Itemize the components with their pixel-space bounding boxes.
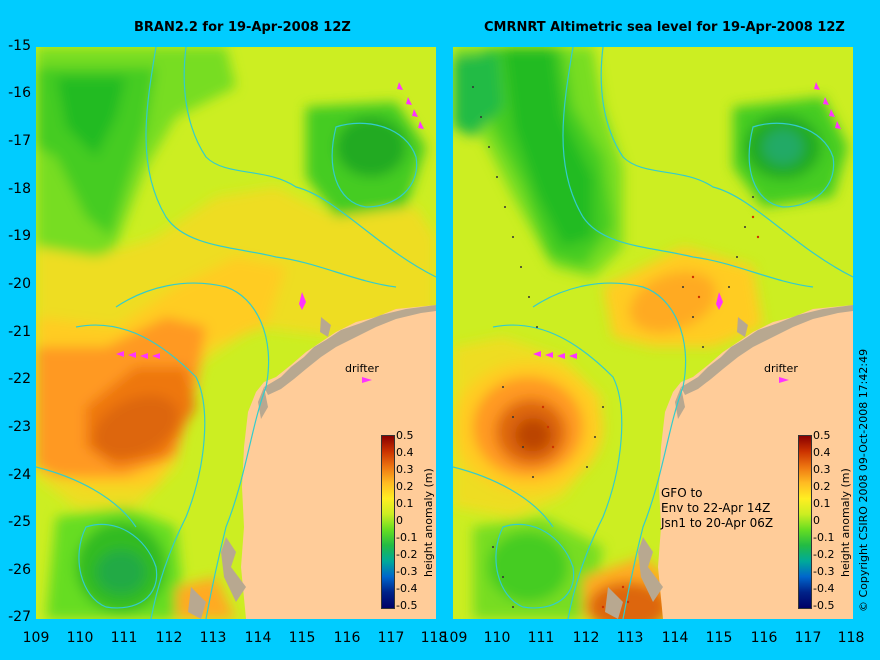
- colorbar-tick: 0.1: [396, 497, 414, 510]
- colorbar-tick: 0: [396, 514, 403, 527]
- y-tick-label: -26: [8, 562, 31, 578]
- colorbar-tick: 0.2: [396, 480, 414, 493]
- y-tick-label: -27: [8, 609, 31, 625]
- y-tick-label: -23: [8, 419, 31, 435]
- x-tick-label: 110: [483, 630, 511, 646]
- satellite-pass-legend: GFO to Env to 22-Apr 14Z Jsn1 to 20-Apr …: [661, 486, 773, 531]
- coastal-shelf: [681, 305, 853, 395]
- drifter-label: drifter: [764, 362, 798, 375]
- colorbar-tick: 0: [813, 514, 820, 527]
- colorbar: [381, 435, 395, 609]
- y-tick-label: -18: [8, 181, 31, 197]
- colorbar-tick: -0.3: [813, 565, 835, 578]
- x-tick-label: 114: [244, 630, 272, 646]
- y-tick-label: -24: [8, 467, 31, 483]
- x-tick-label: 110: [66, 630, 94, 646]
- y-tick-label: -25: [8, 514, 31, 530]
- copyright-notice: © Copyright CSIRO 2008 09-Oct-2008 17:42…: [857, 348, 870, 612]
- coastal-island: [258, 387, 268, 419]
- right-map-canvas: [453, 47, 853, 619]
- x-tick-label: 116: [333, 630, 361, 646]
- x-tick-label: 113: [199, 630, 227, 646]
- right-panel-title: CMRNRT Altimetric sea level for 19-Apr-2…: [484, 20, 845, 35]
- y-tick-label: -19: [8, 228, 31, 244]
- colorbar-tick: -0.2: [396, 548, 418, 561]
- colorbar-tick: -0.4: [813, 582, 835, 595]
- colorbar-title: height anomaly (m): [422, 468, 435, 577]
- x-tick-label: 112: [155, 630, 183, 646]
- drifter-tracks: [533, 82, 841, 383]
- colorbar-tick: 0.4: [813, 446, 831, 459]
- gfo-label: GFO to: [661, 486, 703, 500]
- x-tick-label: 114: [661, 630, 689, 646]
- colorbar-tick: 0.5: [396, 429, 414, 442]
- x-tick-label: 116: [750, 630, 778, 646]
- x-tick-label: 109: [22, 630, 50, 646]
- y-tick-label: -21: [8, 324, 31, 340]
- x-tick-label: 118: [837, 630, 865, 646]
- y-tick-label: -17: [8, 133, 31, 149]
- colorbar-tick: -0.3: [396, 565, 418, 578]
- x-tick-label: 109: [440, 630, 468, 646]
- y-tick-label: -15: [8, 38, 31, 54]
- jason1-label: Jsn1 to 20-Apr 06Z: [661, 516, 774, 530]
- colorbar-tick: 0.2: [813, 480, 831, 493]
- x-tick-label: 111: [110, 630, 138, 646]
- coastal-island: [320, 317, 331, 337]
- y-tick-label: -22: [8, 371, 31, 387]
- x-tick-label: 115: [705, 630, 733, 646]
- colorbar-tick: 0.1: [813, 497, 831, 510]
- left-map-canvas: [36, 47, 436, 619]
- x-tick-label: 111: [527, 630, 555, 646]
- coastal-island: [221, 537, 246, 602]
- coastal-island: [675, 387, 685, 419]
- altimeter-track-points: [472, 86, 754, 608]
- left-panel-title: BRAN2.2 for 19-Apr-2008 12Z: [134, 20, 351, 35]
- colorbar-tick: -0.5: [396, 599, 418, 612]
- x-tick-label: 115: [288, 630, 316, 646]
- drifter-label: drifter: [345, 362, 379, 375]
- x-tick-label: 117: [794, 630, 822, 646]
- colorbar: [798, 435, 812, 609]
- right-map-panel: 0.5 0.4 0.3 0.2 0.1 0 -0.1 -0.2 -0.3 -0.…: [453, 47, 853, 619]
- colorbar-tick: -0.1: [396, 531, 418, 544]
- colorbar-tick: 0.5: [813, 429, 831, 442]
- colorbar-tick: -0.4: [396, 582, 418, 595]
- coastal-island: [737, 317, 748, 337]
- envisat-label: Env to 22-Apr 14Z: [661, 501, 771, 515]
- y-tick-label: -16: [8, 85, 31, 101]
- coastal-island: [188, 587, 206, 619]
- x-tick-label: 112: [572, 630, 600, 646]
- bathymetry-contours: [453, 47, 853, 619]
- altimeter-track-points-warm: [541, 215, 760, 609]
- colorbar-title: height anomaly (m): [839, 468, 852, 577]
- coastal-island: [638, 537, 663, 602]
- anomaly-field: [453, 47, 848, 619]
- coastal-island: [605, 587, 623, 619]
- colorbar-tick: 0.3: [813, 463, 831, 476]
- x-tick-label: 113: [616, 630, 644, 646]
- coastal-shelf: [264, 305, 436, 395]
- colorbar-tick: 0.4: [396, 446, 414, 459]
- colorbar-tick: 0.3: [396, 463, 414, 476]
- drifter-tracks: [116, 82, 424, 383]
- colorbar-tick: -0.1: [813, 531, 835, 544]
- x-tick-label: 117: [377, 630, 405, 646]
- x-tick-label: 118: [420, 630, 448, 646]
- y-tick-label: -20: [8, 276, 31, 292]
- left-map-panel: height anomaly (m) 0.5 0.4 0.3 0.2 0.1 0…: [36, 47, 436, 619]
- colorbar-tick: -0.5: [813, 599, 835, 612]
- bathymetry-contours: [36, 47, 436, 619]
- colorbar-tick: -0.2: [813, 548, 835, 561]
